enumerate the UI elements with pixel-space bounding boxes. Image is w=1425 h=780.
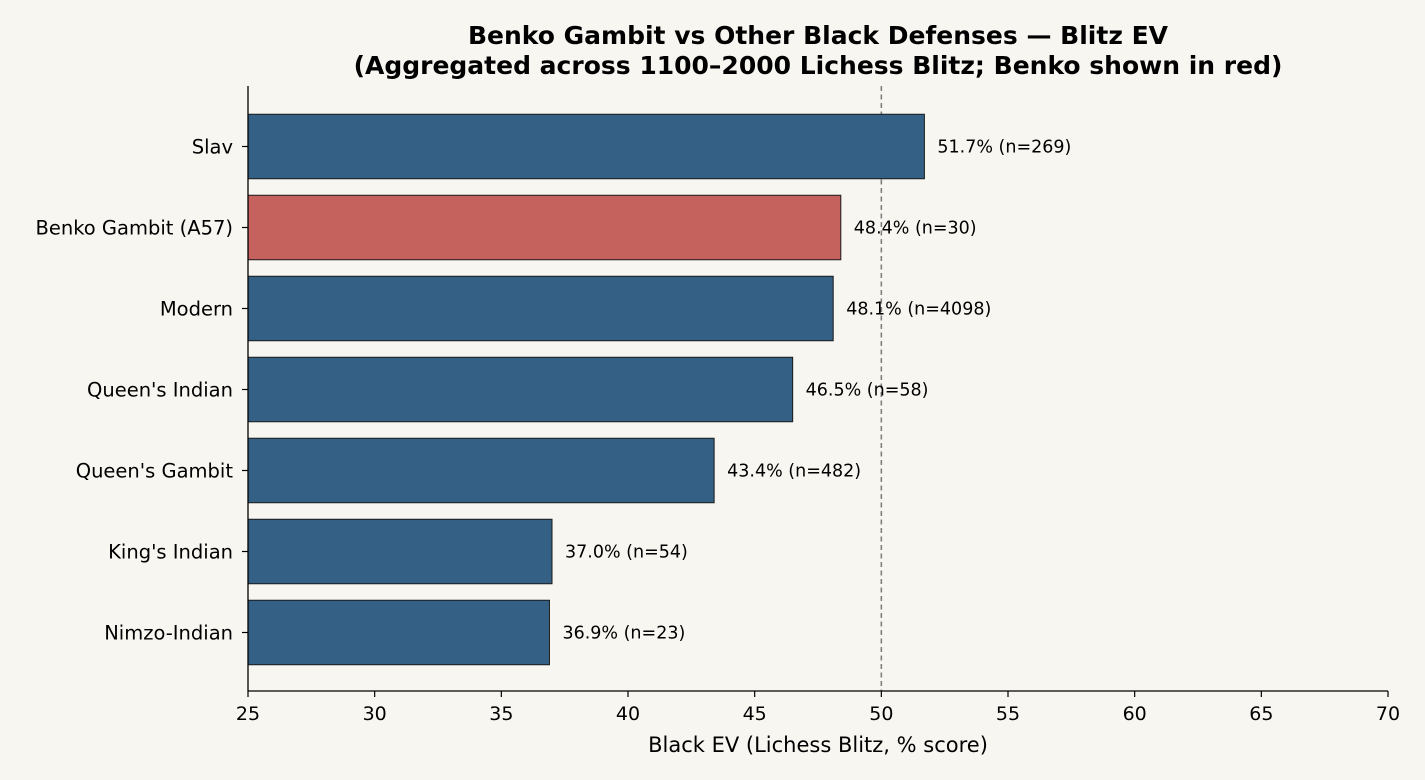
category-label: Nimzo-Indian [104,622,233,645]
bar [247,356,794,423]
chart-title: Benko Gambit vs Other Black Defenses — B… [468,21,1169,50]
category-label: Queen's Indian [87,379,233,402]
data-label: 48.4% (n=30) [854,219,977,239]
data-label: 48.1% (n=4098) [846,300,991,320]
x-axis-label: Black EV (Lichess Blitz, % score) [648,733,988,757]
data-label: 37.0% (n=54) [565,543,688,563]
data-label: 51.7% (n=269) [937,138,1071,158]
x-tick-label: 45 [743,703,767,725]
category-label: Modern [160,298,233,321]
bar [247,113,925,180]
x-tick-label: 35 [489,703,513,725]
x-tick-label: 50 [869,703,893,725]
category-label: Benko Gambit (A57) [35,217,233,240]
x-tick-label: 25 [236,703,260,725]
chart-subtitle: (Aggregated across 1100–2000 Lichess Bli… [354,51,1283,80]
plot-area: Slav 51.7% (n=269) Benko Gambit (A57) 48.4%… [35,86,1400,725]
bar [247,275,834,342]
x-tick-label: 70 [1376,703,1400,725]
x-tick-label: 60 [1123,703,1147,725]
bar [247,599,550,666]
x-tick-label: 30 [363,703,387,725]
bar [247,518,553,585]
data-label: 46.5% (n=58) [806,381,929,401]
category-label: Slav [192,136,233,159]
data-label: 43.4% (n=482) [727,462,861,482]
bar [247,194,842,261]
x-tick-label: 65 [1249,703,1273,725]
x-tick-label: 55 [996,703,1020,725]
category-label: King's Indian [108,541,233,564]
data-label: 36.9% (n=23) [562,624,685,644]
bar [247,437,715,504]
x-tick-label: 40 [616,703,640,725]
category-label: Queen's Gambit [76,460,234,483]
